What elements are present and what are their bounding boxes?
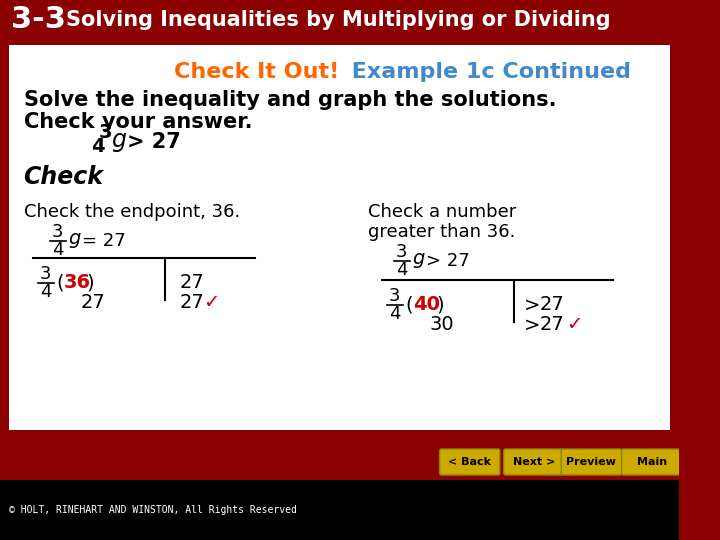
- Text: 4: 4: [389, 305, 400, 323]
- Text: $g$: $g$: [112, 130, 127, 154]
- Text: Check: Check: [24, 165, 104, 189]
- Text: 4: 4: [52, 241, 63, 259]
- Text: 3: 3: [396, 243, 408, 261]
- Text: 27: 27: [179, 293, 204, 312]
- Text: ): ): [87, 273, 94, 293]
- Text: Main: Main: [636, 457, 667, 467]
- Text: 3: 3: [40, 265, 51, 283]
- Text: Check the endpoint, 36.: Check the endpoint, 36.: [24, 203, 240, 221]
- Text: ✓: ✓: [203, 293, 219, 312]
- Text: 4: 4: [91, 138, 105, 157]
- Text: greater than 36.: greater than 36.: [368, 223, 516, 241]
- Text: © HOLT, RINEHART AND WINSTON, All Rights Reserved: © HOLT, RINEHART AND WINSTON, All Rights…: [9, 505, 297, 515]
- Text: Check It Out!: Check It Out!: [174, 62, 340, 82]
- FancyBboxPatch shape: [0, 0, 679, 40]
- Text: Preview: Preview: [567, 457, 616, 467]
- Text: Check your answer.: Check your answer.: [24, 112, 252, 132]
- Text: 40: 40: [413, 295, 440, 314]
- Text: 27: 27: [539, 295, 564, 314]
- FancyBboxPatch shape: [439, 449, 500, 475]
- Text: 4: 4: [396, 261, 408, 279]
- Text: ): ): [437, 295, 444, 314]
- FancyBboxPatch shape: [561, 449, 621, 475]
- FancyBboxPatch shape: [0, 430, 679, 480]
- Text: 3-3: 3-3: [12, 5, 66, 35]
- Text: 36: 36: [64, 273, 91, 293]
- Text: Check a number: Check a number: [368, 203, 516, 221]
- Text: >: >: [523, 295, 540, 314]
- FancyBboxPatch shape: [621, 449, 682, 475]
- Text: 27: 27: [539, 315, 564, 334]
- Text: Next >: Next >: [513, 457, 555, 467]
- Text: Example 1c Continued: Example 1c Continued: [344, 62, 631, 82]
- Text: 3: 3: [389, 287, 400, 305]
- Text: ✓: ✓: [566, 315, 582, 334]
- Text: 4: 4: [40, 283, 51, 301]
- Text: = 27: = 27: [82, 232, 126, 250]
- Text: > 27: > 27: [426, 252, 470, 270]
- Text: > 27: > 27: [127, 132, 181, 152]
- FancyBboxPatch shape: [504, 449, 564, 475]
- FancyBboxPatch shape: [9, 45, 670, 480]
- Text: 27: 27: [80, 293, 105, 312]
- Text: 3: 3: [52, 223, 63, 241]
- Text: (: (: [405, 295, 413, 314]
- Text: 30: 30: [429, 315, 454, 334]
- Text: $g$: $g$: [68, 232, 81, 251]
- Text: Solve the inequality and graph the solutions.: Solve the inequality and graph the solut…: [24, 90, 556, 110]
- Text: Solving Inequalities by Multiplying or Dividing: Solving Inequalities by Multiplying or D…: [66, 10, 611, 30]
- Text: (: (: [57, 273, 64, 293]
- Text: 27: 27: [179, 273, 204, 293]
- FancyBboxPatch shape: [0, 480, 679, 540]
- Text: 3: 3: [99, 124, 112, 143]
- Text: >: >: [523, 315, 540, 334]
- Text: < Back: < Back: [449, 457, 491, 467]
- Text: $g$: $g$: [412, 252, 426, 271]
